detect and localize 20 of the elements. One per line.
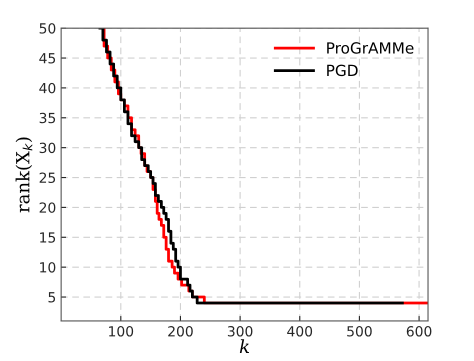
y-tick-label: 35: [40, 112, 56, 124]
y-tick-label: 5: [48, 292, 56, 303]
y-tick-label: 50: [40, 23, 56, 34]
y-tick-label: 10: [40, 262, 56, 273]
y-tick-label: 30: [40, 142, 56, 154]
y-tick-label: 20: [40, 202, 56, 213]
x-tick-label: 100: [109, 326, 134, 337]
x-tick-label: 300: [228, 326, 252, 337]
x-tick-label: 600: [406, 326, 432, 337]
x-tick-label: 200: [168, 326, 193, 337]
y-tick-label: 40: [39, 82, 56, 94]
y-tick-label: 25: [40, 172, 56, 184]
x-axis-title: k: [240, 339, 250, 353]
x-tick-label: 400: [287, 326, 312, 337]
legend-label: ProGrAMMe: [327, 42, 414, 54]
y-tick-label: 45: [39, 53, 56, 64]
x-tick-label: 500: [347, 326, 372, 337]
y-axis-title: rank(X$_{k}$): [16, 138, 32, 212]
legend-label: PGD: [327, 64, 358, 76]
y-tick-label: 15: [40, 232, 56, 243]
